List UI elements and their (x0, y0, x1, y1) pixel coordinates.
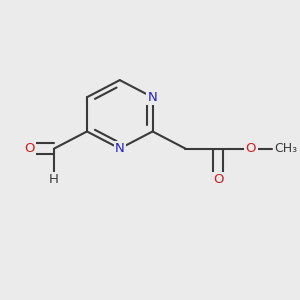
Text: O: O (213, 173, 224, 187)
Text: CH₃: CH₃ (274, 142, 297, 155)
Text: N: N (148, 91, 158, 104)
Text: H: H (49, 173, 59, 187)
Text: N: N (115, 142, 124, 155)
Text: O: O (25, 142, 35, 155)
Text: O: O (246, 142, 256, 155)
